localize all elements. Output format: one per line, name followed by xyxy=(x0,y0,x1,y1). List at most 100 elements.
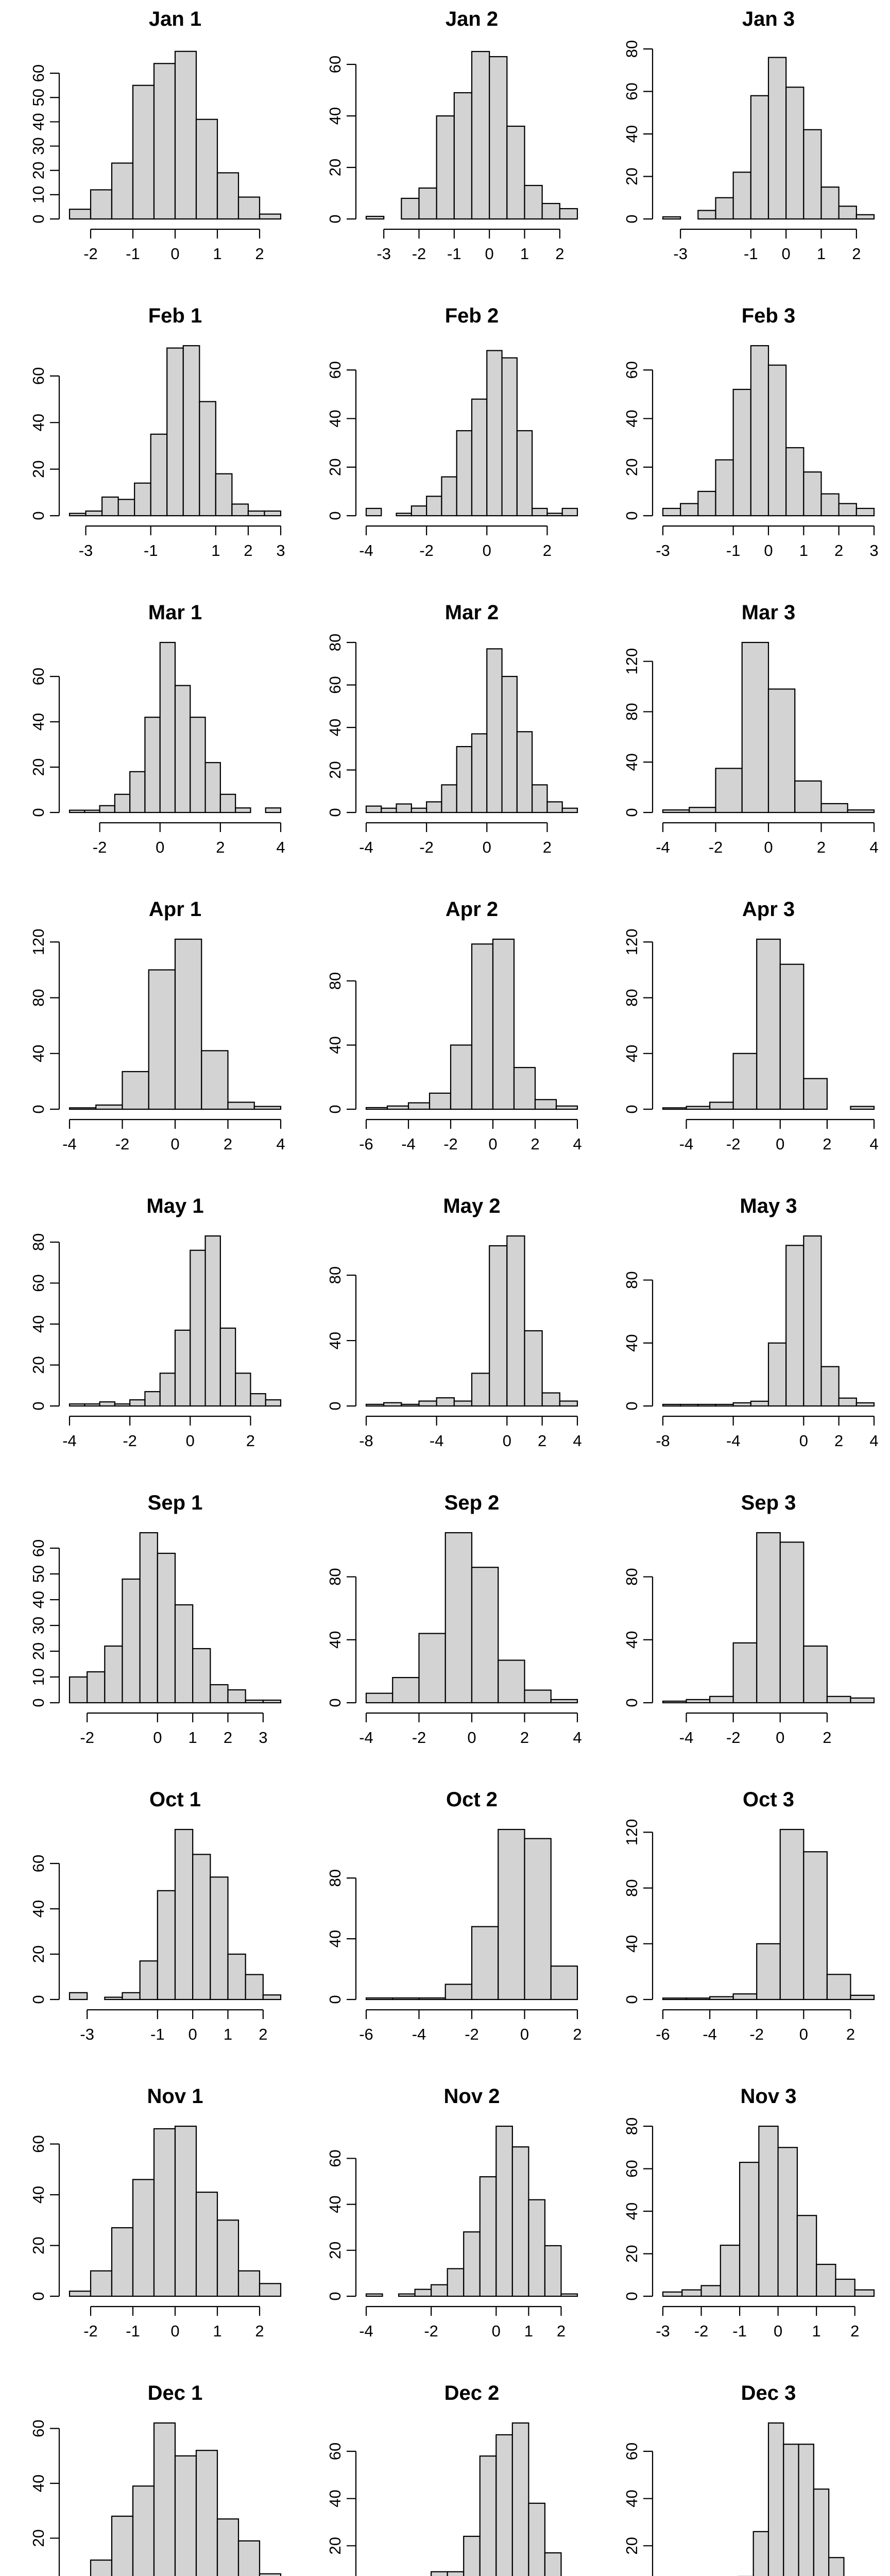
bar xyxy=(854,2289,875,2297)
bar xyxy=(101,496,119,517)
y-tick-label: 40 xyxy=(623,1045,641,1062)
bar xyxy=(501,675,518,814)
bar xyxy=(441,784,457,814)
y-tick-label: 120 xyxy=(29,929,47,956)
bar xyxy=(99,805,115,814)
y-tick-label: 0 xyxy=(326,1698,344,1707)
bar xyxy=(153,2128,176,2297)
x-tick-label: 0 xyxy=(483,838,491,856)
y-tick-label: 20 xyxy=(326,761,344,778)
y-tick-label: 80 xyxy=(623,1271,641,1289)
bar xyxy=(803,1235,822,1407)
x-tick-label: 0 xyxy=(170,1135,179,1153)
y-tick-label: 0 xyxy=(29,1401,47,1410)
y-tick-label: 60 xyxy=(29,1539,47,1557)
bar xyxy=(783,2444,799,2576)
bar xyxy=(114,793,131,814)
x-tick-label: -2 xyxy=(443,1135,458,1153)
chart-title: Nov 3 xyxy=(741,2085,797,2108)
bar xyxy=(532,507,548,517)
bar xyxy=(680,1403,699,1407)
bar xyxy=(850,1994,875,2001)
y-tick-label: 20 xyxy=(29,1945,47,1963)
bar xyxy=(835,2278,855,2297)
y-tick-label: 40 xyxy=(29,2475,47,2492)
bar xyxy=(426,801,442,814)
y-tick-label: 80 xyxy=(623,989,641,1006)
bar xyxy=(231,503,249,517)
bar xyxy=(516,731,533,814)
bar xyxy=(396,513,412,517)
bar xyxy=(204,762,221,814)
x-tick-label: 4 xyxy=(276,1135,285,1153)
bar xyxy=(847,809,875,814)
x-tick-label: -2 xyxy=(726,1135,741,1153)
y-tick-label: 0 xyxy=(326,808,344,817)
bar xyxy=(492,938,515,1110)
y-tick-label: 0 xyxy=(623,1698,641,1707)
bar xyxy=(756,938,781,1110)
y-tick-label: 0 xyxy=(623,214,641,223)
bar xyxy=(709,1996,734,2001)
x-tick-label: -4 xyxy=(703,2025,717,2043)
chart-title: Dec 3 xyxy=(741,2382,796,2404)
y-tick-label: 0 xyxy=(623,1401,641,1410)
bar xyxy=(697,1403,716,1407)
y-tick-label: 0 xyxy=(623,1995,641,2004)
x-tick-label: 2 xyxy=(846,2025,855,2043)
bar xyxy=(134,482,151,517)
bar xyxy=(495,2434,513,2576)
chart-title: Sep 1 xyxy=(148,1492,203,1514)
bar xyxy=(132,2179,155,2297)
bar xyxy=(456,430,473,517)
bar xyxy=(235,807,251,814)
bar xyxy=(264,510,282,517)
chart-title: Sep 2 xyxy=(444,1492,500,1514)
bar xyxy=(741,641,769,814)
bar xyxy=(479,2455,497,2576)
y-tick-label: 60 xyxy=(29,2135,47,2153)
bar xyxy=(250,1393,266,1407)
bar xyxy=(111,162,134,220)
x-tick-label: -2 xyxy=(694,2322,709,2340)
bar xyxy=(471,943,494,1110)
y-tick-label: 40 xyxy=(623,410,641,427)
bar xyxy=(767,688,796,814)
bar xyxy=(215,473,233,517)
y-tick-label: 0 xyxy=(29,808,47,817)
bar xyxy=(447,2268,465,2297)
y-tick-label: 80 xyxy=(326,1568,344,1585)
x-tick-label: -1 xyxy=(150,2025,165,2043)
x-tick-label: 2 xyxy=(255,245,264,263)
bar xyxy=(87,1671,106,1704)
x-tick-label: 0 xyxy=(186,1432,195,1450)
x-tick-label: 1 xyxy=(213,245,221,263)
x-tick-label: -2 xyxy=(749,2025,764,2043)
x-tick-label: -6 xyxy=(359,2025,373,2043)
bar xyxy=(798,2444,814,2576)
bar xyxy=(410,505,427,517)
y-tick-label: 40 xyxy=(623,2489,641,2507)
bar xyxy=(662,1403,681,1407)
bar xyxy=(779,963,805,1110)
bar xyxy=(662,2291,683,2297)
y-tick-label: 0 xyxy=(29,2292,47,2300)
x-tick-label: 0 xyxy=(799,2025,808,2043)
bar xyxy=(259,2283,282,2297)
bar xyxy=(104,1645,123,1704)
bar xyxy=(201,1050,229,1110)
x-tick-label: 0 xyxy=(483,541,491,560)
bar xyxy=(262,1994,282,2001)
bar xyxy=(365,215,385,220)
x-tick-label: 2 xyxy=(520,1728,529,1747)
x-tick-label: -2 xyxy=(93,838,107,856)
bar xyxy=(816,2264,836,2297)
x-tick-label: -3 xyxy=(656,541,670,560)
bar xyxy=(486,350,503,517)
bar xyxy=(114,1403,131,1407)
